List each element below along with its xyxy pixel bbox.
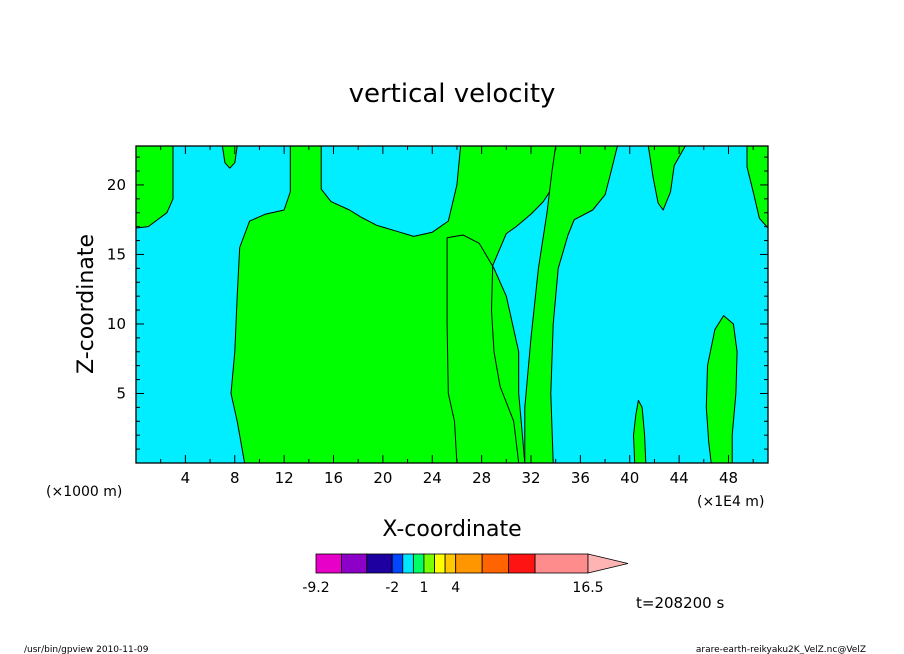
colorbar-segment bbox=[391, 553, 404, 574]
colorbar-segment bbox=[315, 553, 342, 574]
colorbar-segment bbox=[434, 553, 446, 574]
x-tick-label: 12 bbox=[275, 469, 294, 487]
colorbar-segment bbox=[423, 553, 435, 574]
x-tick-label: 16 bbox=[324, 469, 343, 487]
x-tick-label: 36 bbox=[571, 469, 590, 487]
colorbar-segment bbox=[508, 553, 536, 574]
colorbar-tick-label: 4 bbox=[451, 580, 460, 596]
colorbar-segment bbox=[412, 553, 425, 574]
colorbar-extension-arrow bbox=[587, 553, 629, 574]
y-tick-label: 10 bbox=[107, 315, 126, 333]
x-unit-right: (×1E4 m) bbox=[697, 494, 764, 510]
chart-title: vertical velocity bbox=[349, 79, 556, 109]
y-tick-label: 15 bbox=[107, 245, 126, 263]
colorbar-segment bbox=[444, 553, 457, 574]
colorbar-segment bbox=[455, 553, 483, 574]
contour-region-positive-blob-x47 bbox=[705, 315, 738, 464]
y-axis-label: Z-coordinate bbox=[74, 234, 99, 374]
x-tick-label: 4 bbox=[181, 469, 191, 487]
x-tick-label: 44 bbox=[670, 469, 689, 487]
x-axis-label: X-coordinate bbox=[382, 517, 521, 542]
time-label: t=208200 s bbox=[636, 594, 724, 612]
x-tick-label: 40 bbox=[620, 469, 639, 487]
x-tick-label: 32 bbox=[521, 469, 540, 487]
colorbar-tick-label: -2 bbox=[385, 580, 399, 596]
colorbar-segment bbox=[534, 553, 589, 574]
colorbar-segment bbox=[366, 553, 393, 574]
x-unit-left: (×1000 m) bbox=[46, 484, 122, 500]
colorbar-tick-label: 1 bbox=[419, 580, 428, 596]
x-tick-label: 20 bbox=[373, 469, 392, 487]
footer-right: arare-earth-reikyaku2K_VelZ.nc@VelZ bbox=[696, 645, 866, 654]
colorbar-segment bbox=[402, 553, 414, 574]
colorbar-tick-label: -9.2 bbox=[302, 580, 329, 596]
contour-region-positive-narrow-blob-x41 bbox=[633, 399, 647, 464]
footer-left: /usr/bin/gpview 2010-11-09 bbox=[24, 645, 149, 654]
x-tick-label: 28 bbox=[472, 469, 491, 487]
colorbar: -9.2 -2 1 4 16.5 bbox=[302, 553, 629, 596]
colorbar-tick-label: 16.5 bbox=[572, 580, 603, 596]
x-tick-label: 48 bbox=[719, 469, 738, 487]
x-tick-label: 24 bbox=[423, 469, 442, 487]
colorbar-segment bbox=[341, 553, 368, 574]
x-tick-label: 8 bbox=[230, 469, 240, 487]
contour-region-positive-right-upper-tongue bbox=[647, 145, 686, 211]
colorbar-segment bbox=[481, 553, 510, 574]
y-tick-label: 20 bbox=[107, 176, 126, 194]
contour-region-positive-right-column bbox=[524, 145, 618, 464]
y-tick-label: 5 bbox=[116, 384, 126, 402]
plot-frame bbox=[135, 145, 769, 464]
